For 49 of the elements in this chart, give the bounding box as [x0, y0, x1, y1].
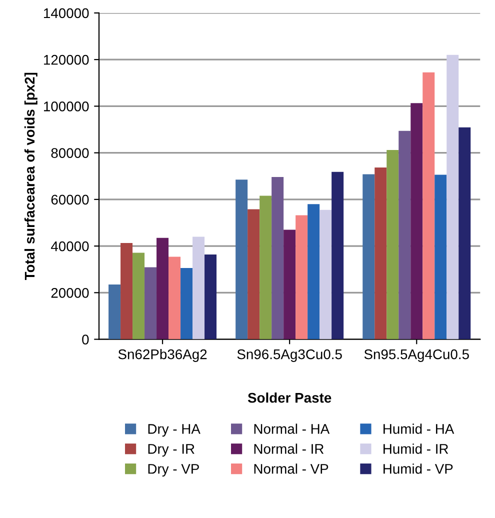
- x-tick-label: Sn96.5Ag3Cu0.5: [237, 349, 342, 362]
- bar: [434, 174, 447, 340]
- bar: [398, 130, 411, 340]
- bar: [236, 180, 248, 340]
- bar: [284, 230, 296, 340]
- bar: [422, 72, 435, 340]
- y-axis-title: Total surfacearea of voids [px2]: [24, 72, 38, 280]
- x-tick-label: Sn95.5Ag4Cu0.5: [364, 349, 469, 362]
- legend-label: Dry - VP: [148, 464, 199, 477]
- y-tick-label: 60000: [51, 194, 89, 205]
- bar: [362, 174, 375, 340]
- bar: [260, 196, 272, 340]
- y-tick-label: 140000: [44, 8, 89, 18]
- legend-label: Humid - VP: [384, 464, 453, 474]
- legend-label: Normal - HA: [254, 424, 330, 434]
- bar: [248, 209, 260, 340]
- x-tick-label: Sn62Pb36Ag2: [118, 349, 207, 362]
- y-tick-label: 40000: [50, 241, 89, 252]
- y-tick-label: 100000: [44, 102, 89, 112]
- bar: [120, 243, 133, 340]
- bar: [386, 150, 399, 340]
- bar: [192, 236, 205, 340]
- bar: [410, 103, 423, 340]
- bar: [156, 238, 169, 340]
- bar: [374, 167, 387, 340]
- y-tick-label: 20000: [51, 288, 89, 298]
- legend-label: Dry - IR: [148, 444, 194, 457]
- x-axis-title: Solder Paste: [248, 392, 332, 403]
- bar: [458, 127, 471, 340]
- bar: [108, 284, 121, 340]
- bar: [272, 177, 284, 340]
- legend-label: Humid - HA: [384, 424, 454, 434]
- bar: [180, 268, 193, 340]
- legend-label: Dry - HA: [148, 424, 200, 437]
- y-tick-label: 0: [82, 334, 89, 344]
- y-tick-label: 80000: [51, 148, 89, 158]
- bar: [204, 254, 217, 340]
- y-tick-label: 120000: [44, 54, 89, 65]
- bar: [446, 54, 459, 340]
- bar: [332, 172, 344, 340]
- legend-label: Humid - IR: [384, 444, 448, 454]
- bar: [168, 256, 181, 340]
- bar: [144, 267, 157, 340]
- legend-label: Normal - VP: [254, 464, 328, 474]
- legend-label: Normal - IR: [254, 444, 324, 454]
- bar: [296, 215, 308, 340]
- bar: [132, 252, 145, 340]
- bar: [320, 210, 332, 340]
- bar: [308, 204, 320, 340]
